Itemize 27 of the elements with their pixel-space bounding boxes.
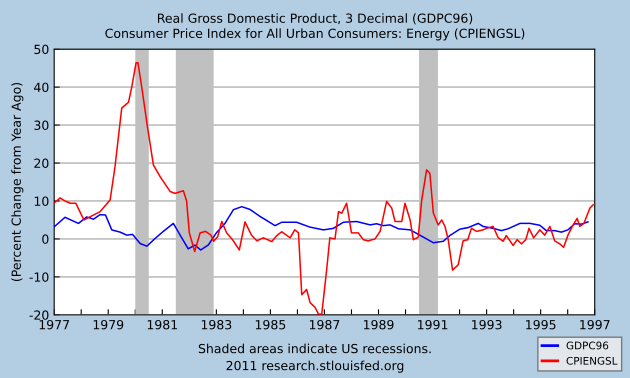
- x-tick-label: 1987: [310, 320, 340, 330]
- x-tick-label: 1979: [94, 320, 124, 330]
- line-series: [54, 206, 589, 251]
- chart-subtitle: Consumer Price Index for All Urban Consumers: Energy (CPIENGSL): [105, 28, 524, 40]
- x-tick-label: 1991: [418, 320, 448, 330]
- y-tick-label: 0: [42, 234, 48, 244]
- y-axis-title: (Percent Change from Year Ago): [11, 82, 24, 282]
- y-tick-label: -20: [30, 310, 48, 320]
- x-tick-label: 1985: [256, 320, 286, 330]
- x-tick-label: 1993: [472, 320, 502, 330]
- x-tick-label: 1995: [526, 320, 556, 330]
- text: Shaded areas indicate US recessions.: [198, 344, 431, 354]
- y-tick-label: -10: [30, 272, 48, 282]
- text: 2011 research.stlouisfed.org: [226, 360, 404, 373]
- x-tick-label: 1977: [40, 320, 70, 330]
- x-tick-label: 1997: [580, 320, 610, 330]
- x-tick-label: 1983: [202, 320, 232, 330]
- x-tick-label: 1989: [364, 320, 394, 330]
- y-tick-label: 10: [34, 196, 48, 206]
- y-tick-label: 30: [34, 120, 48, 130]
- legend-label: GDPC96: [566, 342, 608, 350]
- y-tick-label: 40: [34, 82, 48, 92]
- x-tick-label: 1981: [148, 320, 178, 330]
- chart-title: Real Gross Domestic Product, 3 Decimal (GDPC96): [158, 13, 472, 24]
- y-tick-label: 20: [34, 158, 48, 168]
- y-tick-label: 50: [34, 44, 48, 54]
- legend-label: CPIENGSL: [566, 356, 618, 365]
